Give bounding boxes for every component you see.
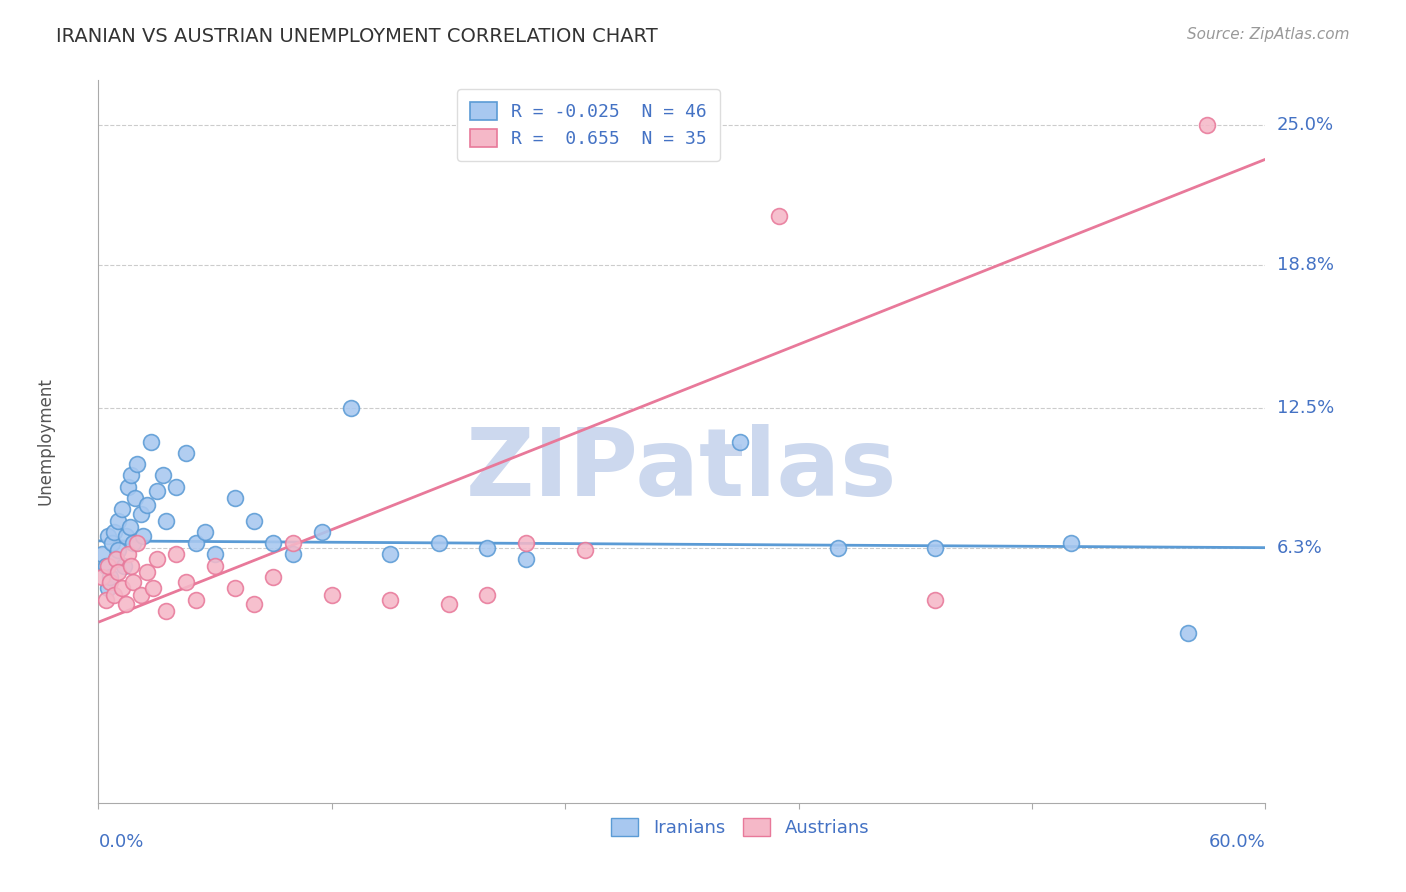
Text: IRANIAN VS AUSTRIAN UNEMPLOYMENT CORRELATION CHART: IRANIAN VS AUSTRIAN UNEMPLOYMENT CORRELA… <box>56 27 658 45</box>
Point <box>103 524 125 539</box>
Point <box>204 558 226 573</box>
Point <box>139 434 162 449</box>
Point <box>340 401 363 415</box>
Point <box>103 588 125 602</box>
Point <box>515 536 537 550</box>
Point <box>117 548 139 562</box>
Point <box>97 558 120 573</box>
Point <box>184 536 207 550</box>
Point <box>122 536 145 550</box>
Point <box>730 434 752 449</box>
Point <box>96 558 118 573</box>
Point <box>107 514 129 528</box>
Point <box>281 548 304 562</box>
Point <box>477 541 499 555</box>
Point <box>107 566 129 580</box>
Point <box>127 457 149 471</box>
Point <box>121 468 143 483</box>
Point <box>174 446 197 460</box>
Point <box>96 592 118 607</box>
Point <box>204 548 226 562</box>
Point <box>118 520 141 534</box>
Point <box>380 592 402 607</box>
Point <box>129 588 152 602</box>
Point <box>136 566 159 580</box>
Point <box>91 548 114 562</box>
Point <box>112 558 135 573</box>
Point <box>924 541 946 555</box>
Text: 6.3%: 6.3% <box>1277 539 1322 557</box>
Text: Source: ZipAtlas.com: Source: ZipAtlas.com <box>1187 27 1350 42</box>
Point <box>243 597 266 611</box>
Point <box>574 542 596 557</box>
Point <box>132 529 155 543</box>
Point <box>477 588 499 602</box>
Point <box>1060 536 1083 550</box>
Point <box>165 480 187 494</box>
Point <box>515 552 537 566</box>
Point <box>104 552 127 566</box>
Point <box>262 570 284 584</box>
Point <box>114 529 136 543</box>
Point <box>98 574 121 589</box>
Point <box>194 524 217 539</box>
Point <box>121 558 143 573</box>
Point <box>1177 626 1199 640</box>
Point <box>380 548 402 562</box>
Point <box>91 570 114 584</box>
Point <box>224 491 246 505</box>
Point <box>174 574 197 589</box>
Point <box>122 574 145 589</box>
Point <box>262 536 284 550</box>
Point <box>184 592 207 607</box>
Point <box>152 468 174 483</box>
Point <box>437 597 460 611</box>
Point <box>224 582 246 596</box>
Point <box>321 588 343 602</box>
Point <box>111 582 134 596</box>
Point <box>136 498 159 512</box>
Point <box>124 491 146 505</box>
Text: 60.0%: 60.0% <box>1209 833 1265 851</box>
Text: 0.0%: 0.0% <box>98 833 143 851</box>
Point <box>155 604 177 618</box>
Point <box>146 484 169 499</box>
Point <box>101 536 124 550</box>
Point <box>311 524 333 539</box>
Point <box>129 507 152 521</box>
Point <box>281 536 304 550</box>
Point <box>427 536 450 550</box>
Point <box>104 552 127 566</box>
Point <box>155 514 177 528</box>
Point <box>97 582 120 596</box>
Point <box>97 529 120 543</box>
Text: 25.0%: 25.0% <box>1277 117 1334 135</box>
Point <box>117 480 139 494</box>
Point <box>146 552 169 566</box>
Point <box>107 542 129 557</box>
Point <box>924 592 946 607</box>
Point <box>114 597 136 611</box>
Point <box>111 502 134 516</box>
Legend: Iranians, Austrians: Iranians, Austrians <box>605 811 876 845</box>
Point <box>243 514 266 528</box>
Text: Unemployment: Unemployment <box>37 377 55 506</box>
Point <box>165 548 187 562</box>
Text: ZIPatlas: ZIPatlas <box>467 425 897 516</box>
Point <box>98 570 121 584</box>
Point <box>827 541 849 555</box>
Text: 12.5%: 12.5% <box>1277 399 1334 417</box>
Point <box>127 536 149 550</box>
Point <box>768 209 790 223</box>
Text: 18.8%: 18.8% <box>1277 256 1333 275</box>
Point <box>1195 119 1218 133</box>
Point <box>142 582 165 596</box>
